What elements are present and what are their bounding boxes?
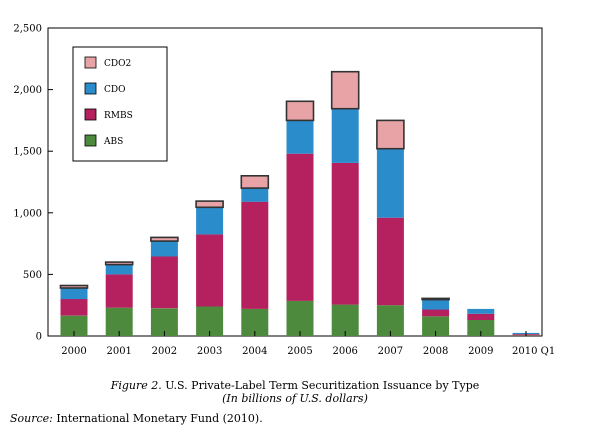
x-tick-label: 2007 [378,346,403,357]
x-tick-label: 2008 [423,346,448,357]
bar-abs-2008 [422,316,450,336]
bar-cdo2-2007 [376,120,404,149]
legend-swatch-cdo [84,82,97,95]
y-tick-label: 500 [23,270,42,281]
bar-outline-cdo2-2001 [104,261,134,266]
x-tick-label: 2005 [287,346,312,357]
bar-cdo-2007 [376,148,404,218]
y-tick-label: 0 [36,332,42,343]
legend-label-abs: ABS [103,137,123,147]
bar-cdo-2004 [241,188,269,202]
bar-outline-cdo2-2007 [376,119,405,150]
source-text: International Monetary Fund (2010). [56,412,263,425]
legend-swatch-cdo2 [84,56,97,69]
bar-rmbs-2002 [150,256,178,309]
bar-rmbs-2008 [422,309,450,317]
bar-rmbs-2005 [286,153,314,301]
bar-outline-cdo2-2000 [59,284,89,289]
y-tick-label: 1,000 [13,208,42,219]
bar-cdo2-2000 [60,285,88,288]
x-tick-label: 2006 [332,346,357,357]
x-tick-label: 2003 [197,346,222,357]
bar-cdo2-2001 [105,262,133,265]
source-label: Source: [10,412,53,425]
bars-group [59,70,540,336]
bar-cdo2-2005 [286,101,314,121]
bar-abs-2009 [467,320,495,336]
bar-outline-cdo2-2008 [421,297,450,301]
figure-label: Figure 2. [110,379,162,392]
figure-title: U.S. Private-Label Term Securitization I… [165,379,480,392]
bar-abs-2005 [286,300,314,336]
x-tick-label: 2004 [242,346,267,357]
bar-outline-cdo2-2005 [285,100,315,122]
figure-caption: Figure 2. U.S. Private-Label Term Securi… [0,379,590,392]
legend-label-cdo: CDO [104,85,125,95]
bar-rmbs-2007 [376,217,404,306]
figure-units: (In billions of U.S. dollars) [222,392,368,405]
legend-label-rmbs: RMBS [104,111,133,121]
bar-cdo-2001 [105,264,133,275]
bar-cdo-2002 [150,241,178,257]
legend: CDO2 CDO RMBS ABS [72,46,168,162]
bar-abs-2006 [331,304,359,336]
y-tick-label: 1,500 [13,147,42,158]
legend-label-cdo2: CDO2 [104,59,131,69]
bar-cdo-2000 [60,288,88,300]
bar-rmbs-2001 [105,274,133,308]
x-tick-label: 2001 [106,346,131,357]
bar-cdo2-2002 [150,237,178,242]
bar-cdo-2003 [196,207,224,235]
source-note: Source: International Monetary Fund (201… [10,412,263,425]
bar-outline-cdo2-2003 [195,200,224,209]
x-tick-label: 2002 [152,346,177,357]
bar-cdo-2009 [467,308,495,314]
legend-swatch-abs [84,134,97,147]
y-tick-label: 2,500 [13,24,42,35]
bar-cdo2-2003 [196,201,224,208]
x-tick-label: 2009 [468,346,493,357]
bar-rmbs-2003 [196,234,224,307]
bar-outline-cdo2-2002 [150,236,179,242]
bar-rmbs-2004 [241,201,269,309]
bar-cdo-2005 [286,120,314,154]
bar-abs-2000 [60,315,88,336]
bar-cdo-2006 [331,108,359,163]
bar-outline-cdo2-2006 [330,70,360,110]
legend-swatch-rmbs [84,108,97,121]
x-tick-label: 2000 [61,346,86,357]
y-tick-label: 2,000 [13,85,42,96]
bar-cdo-2008 [422,299,450,310]
bar-cdo2-2006 [331,71,359,109]
bar-cdo2-2004 [241,175,269,189]
bar-rmbs-2006 [331,162,359,305]
y-axis: 0 500 1,000 1,500 2,000 2,500 [13,24,53,343]
bar-outline-cdo2-2004 [240,175,270,189]
figure-units-line: (In billions of U.S. dollars) [0,392,590,405]
bar-abs-2007 [376,305,404,336]
bar-rmbs-2000 [60,299,88,316]
x-axis: 2000 2001 2002 2003 2004 2005 2006 2007 2008 2009… [61,331,555,357]
bar-rmbs-2009 [467,313,495,320]
x-tick-label: 2010 Q1 [512,346,555,357]
